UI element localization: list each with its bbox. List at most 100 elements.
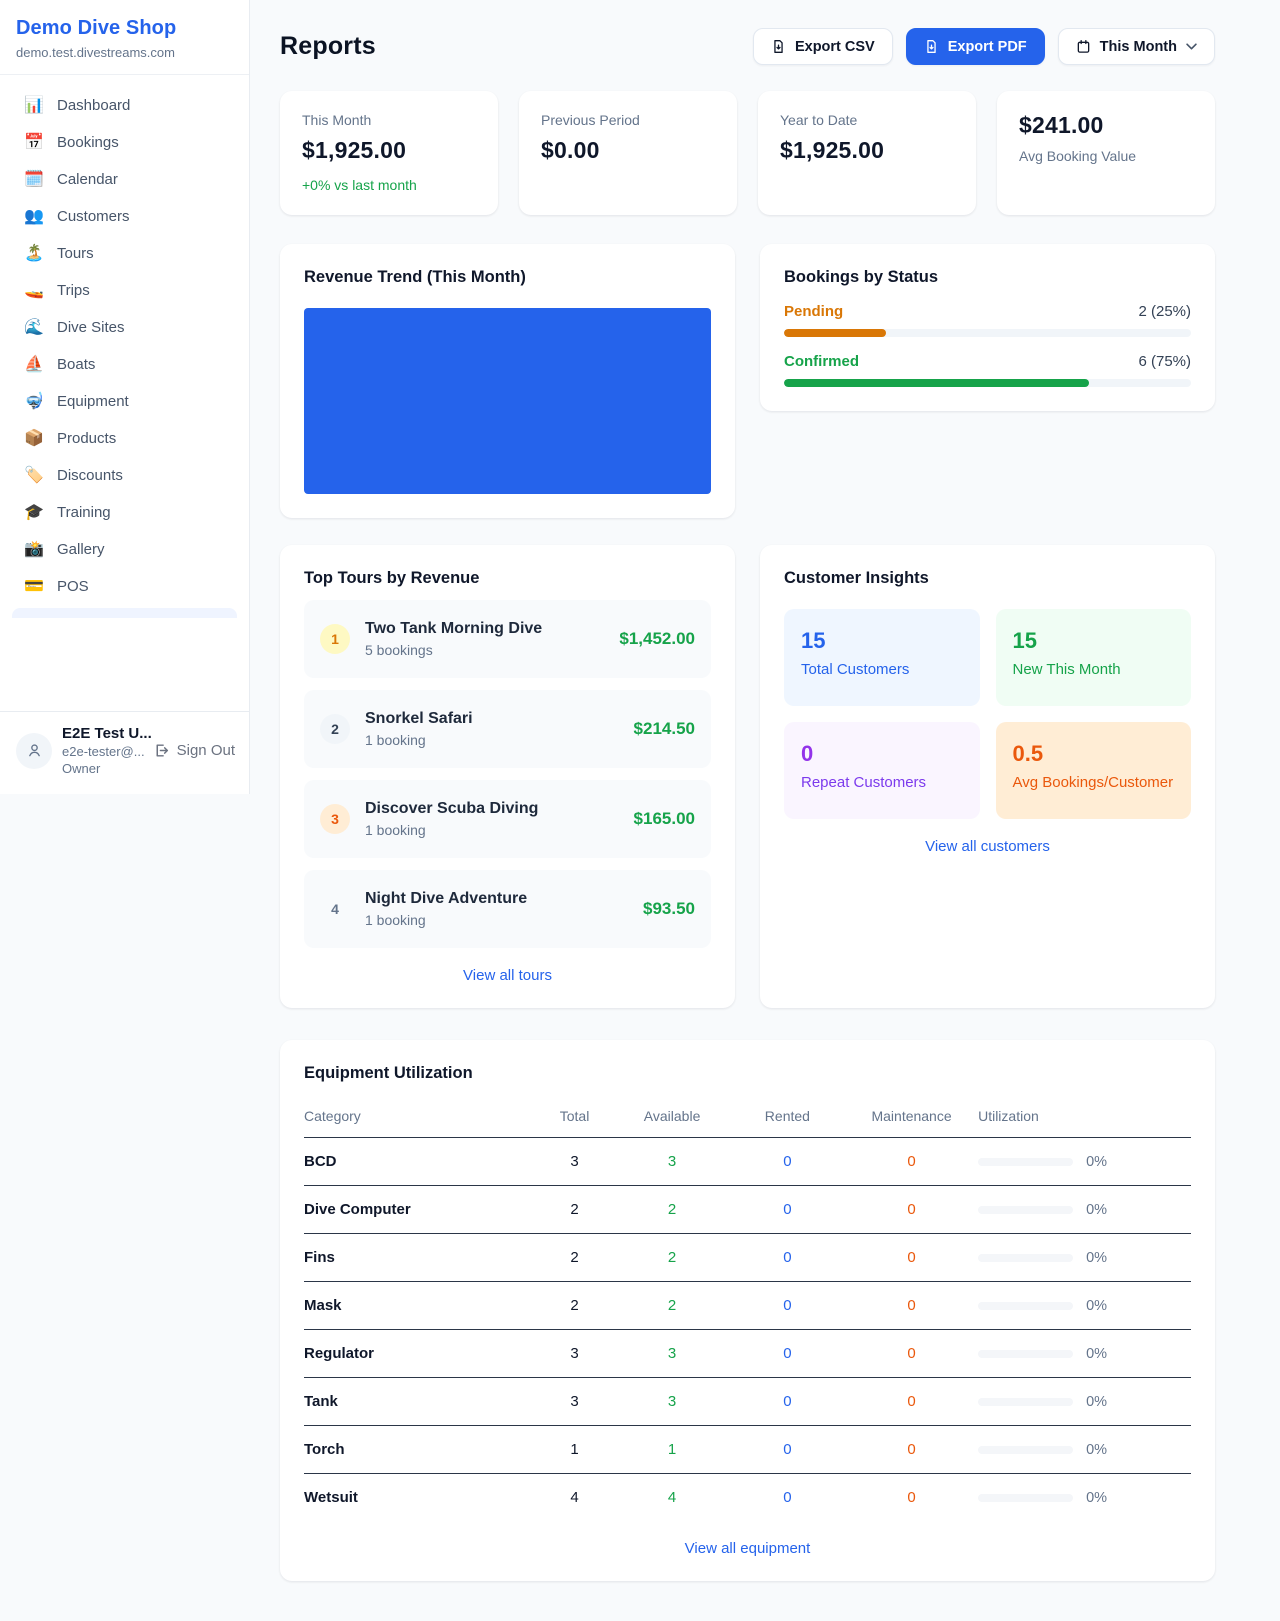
- sidebar-item-label: Equipment: [57, 393, 129, 410]
- table-row: Fins 2 2 0 0 0%: [304, 1233, 1191, 1282]
- tour-bookings: 1 booking: [365, 912, 426, 928]
- utilization-bar: [978, 1157, 1074, 1166]
- view-all-customers-link[interactable]: View all customers: [925, 838, 1050, 855]
- stat-value: $1,925.00: [780, 137, 885, 163]
- tour-name: Discover Scuba Diving: [365, 800, 539, 817]
- customer-insights-card: Customer Insights 15 Total Customers 15 …: [760, 545, 1215, 1008]
- tour-revenue: $214.50: [633, 719, 695, 738]
- equipment-table: Category Total Available Rented Maintena…: [304, 1098, 1191, 1521]
- sidebar-item-label: Customers: [57, 208, 130, 225]
- sidebar-item-calendar[interactable]: 🗓️ Calendar: [12, 161, 237, 198]
- tile-value: 15: [801, 628, 826, 653]
- sidebar-item-label: Trips: [57, 282, 90, 299]
- tour-name: Night Dive Adventure: [365, 890, 528, 907]
- export-csv-button[interactable]: Export CSV: [752, 28, 893, 65]
- main-content: Reports Export CSV Export PDF: [250, 0, 1280, 1621]
- sidebar-item-trips[interactable]: 🚤 Trips: [12, 272, 237, 309]
- sidebar-item-discounts[interactable]: 🏷️ Discounts: [12, 457, 237, 494]
- speedboat-icon: 🚤: [24, 281, 44, 299]
- view-all-tours-link[interactable]: View all tours: [463, 967, 552, 984]
- equipment-utilization-card: Equipment Utilization Category Total Ava…: [280, 1040, 1215, 1581]
- stat-value: $241.00: [1019, 112, 1104, 138]
- sidebar-item-dive-sites[interactable]: 🌊 Dive Sites: [12, 309, 237, 346]
- island-icon: 🏝️: [24, 244, 44, 262]
- diving-mask-icon: 🤿: [24, 392, 44, 410]
- insights-row: Top Tours by Revenue 1 Two Tank Morning …: [280, 545, 1215, 1008]
- rank-badge: 1: [320, 624, 350, 654]
- table-row: Mask 2 2 0 0 0%: [304, 1281, 1191, 1330]
- utilization-bar: [978, 1397, 1074, 1406]
- user-info: E2E Test U... e2e-tester@... Owner: [62, 725, 152, 776]
- stat-value: $1,925.00: [302, 137, 407, 163]
- sidebar-item-equipment[interactable]: 🤿 Equipment: [12, 383, 237, 420]
- credit-card-icon: 💳: [24, 577, 44, 595]
- card-title: Bookings by Status: [784, 268, 939, 286]
- progress-fill: [784, 379, 1090, 387]
- progress-fill: [784, 329, 886, 337]
- stat-label: Previous Period: [541, 112, 640, 128]
- brand[interactable]: Demo Dive Shop demo.test.divestreams.com: [0, 0, 249, 75]
- tour-bookings: 1 booking: [365, 732, 426, 748]
- charts-row: Revenue Trend (This Month) Bookings by S…: [280, 244, 1215, 518]
- status-label: Confirmed: [784, 353, 859, 370]
- page-header: Reports Export CSV Export PDF: [280, 28, 1215, 65]
- graduation-cap-icon: 🎓: [24, 503, 44, 521]
- page-title: Reports: [280, 32, 376, 60]
- top-tours-card: Top Tours by Revenue 1 Two Tank Morning …: [280, 545, 735, 1008]
- period-dropdown[interactable]: This Month: [1057, 28, 1215, 65]
- sidebar-item-tours[interactable]: 🏝️ Tours: [12, 235, 237, 272]
- table-row: Wetsuit 4 4 0 0 0%: [304, 1489, 1108, 1506]
- tile-label: New This Month: [1012, 661, 1121, 678]
- sidebar-item-label: Dashboard: [57, 97, 131, 114]
- sidebar-item-customers[interactable]: 👥 Customers: [12, 198, 237, 235]
- sign-out-label: Sign Out: [176, 742, 235, 759]
- table-row: Dive Computer 2 2 0 0 0%: [304, 1185, 1191, 1234]
- header-actions: Export CSV Export PDF This Month: [752, 28, 1215, 65]
- insight-tiles: 15 Total Customers 15 New This Month 0 R…: [784, 609, 1191, 819]
- tour-row: 2 Snorkel Safari 1 booking $214.50: [304, 690, 711, 768]
- tile-repeat-customers: 0 Repeat Customers: [784, 722, 980, 819]
- column-header: Available: [614, 1098, 730, 1138]
- table-row: Torch 1 1 0 0 0%: [304, 1425, 1191, 1474]
- chevron-down-icon: [1186, 43, 1197, 50]
- sidebar-item-label: Bookings: [57, 134, 119, 151]
- file-download-icon: [927, 40, 936, 53]
- stat-label: Year to Date: [780, 112, 858, 128]
- sign-out-button[interactable]: Sign Out: [153, 742, 235, 759]
- sidebar-item-products[interactable]: 📦 Products: [12, 420, 237, 457]
- stat-card-year-to-date: Year to Date $1,925.00: [758, 91, 976, 215]
- user-email: e2e-tester@...: [62, 744, 145, 759]
- table-header-row: Category Total Available Rented Maintena…: [304, 1098, 1191, 1138]
- sidebar-item-active-partial[interactable]: [12, 608, 237, 618]
- status-count: 2 (25%): [1138, 303, 1191, 320]
- sidebar-item-pos[interactable]: 💳 POS: [12, 568, 237, 605]
- sidebar-item-boats[interactable]: ⛵ Boats: [12, 346, 237, 383]
- sidebar-item-label: Training: [57, 504, 111, 521]
- sidebar-item-dashboard[interactable]: 📊 Dashboard: [12, 87, 237, 124]
- tile-value: 0.5: [1012, 741, 1044, 766]
- column-header: Rented: [729, 1098, 846, 1138]
- tour-revenue: $165.00: [633, 809, 695, 828]
- view-all-equipment-link[interactable]: View all equipment: [684, 1540, 811, 1557]
- tile-avg-bookings-customer: 0.5 Avg Bookings/Customer: [995, 722, 1191, 819]
- tile-label: Avg Bookings/Customer: [1012, 774, 1174, 791]
- sailboat-icon: ⛵: [24, 355, 44, 373]
- tour-revenue: $93.50: [643, 899, 695, 918]
- status-count: 6 (75%): [1138, 353, 1191, 370]
- export-pdf-button[interactable]: Export PDF: [905, 28, 1045, 65]
- sidebar-item-label: Tours: [57, 245, 94, 262]
- tour-revenue: $1,452.00: [619, 629, 695, 648]
- tile-total-customers: 15 Total Customers: [784, 609, 980, 706]
- sidebar-item-label: Gallery: [57, 541, 105, 558]
- sidebar-item-training[interactable]: 🎓 Training: [12, 494, 237, 531]
- stat-label: This Month: [302, 112, 372, 128]
- stat-card-this-month: This Month $1,925.00 +0% vs last month: [280, 91, 498, 215]
- sidebar-item-gallery[interactable]: 📸 Gallery: [12, 531, 237, 568]
- column-header: Maintenance: [845, 1098, 979, 1138]
- sidebar-item-bookings[interactable]: 📅 Bookings: [12, 124, 237, 161]
- sidebar: Demo Dive Shop demo.test.divestreams.com…: [0, 0, 250, 794]
- progress-track: [784, 379, 1191, 387]
- revenue-trend-card: Revenue Trend (This Month): [280, 244, 735, 518]
- calendar-icon: 🗓️: [24, 170, 44, 188]
- sidebar-item-label: Dive Sites: [57, 319, 125, 336]
